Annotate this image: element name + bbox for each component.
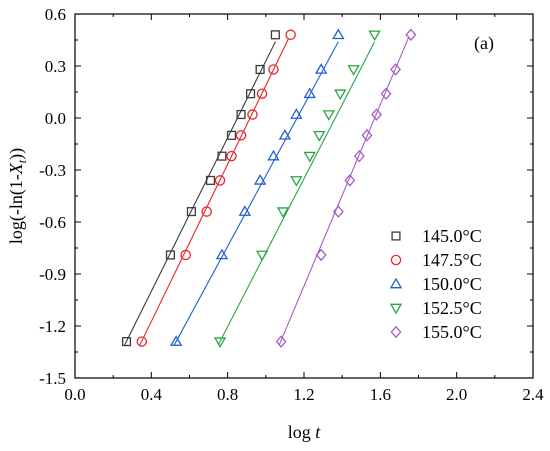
fit-line (217, 41, 376, 346)
data-point (405, 28, 417, 42)
y-tick-label: -1.2 (39, 317, 66, 336)
data-point (267, 149, 280, 161)
fit-line (124, 41, 276, 346)
axis-ticks: 0.0 0.4 0.8 1.2 1.6 2.0 2.4 -1.5 -1.2 -0.9 -0.6 -0.… (39, 5, 544, 404)
legend-marker (389, 303, 403, 315)
data-point (276, 207, 290, 218)
data-point (315, 248, 327, 262)
data-point (180, 249, 191, 261)
legend-label: 150.0°C (422, 274, 482, 294)
fit-line (139, 38, 290, 346)
x-tick-label: 0.4 (141, 385, 163, 404)
legend-label: 147.5°C (422, 250, 482, 270)
legend-marker (391, 231, 401, 241)
y-tick-label: 0.3 (45, 57, 66, 76)
x-tick-label: 1.6 (370, 385, 391, 404)
data-point (334, 89, 347, 101)
data-point (121, 337, 132, 347)
data-point (201, 206, 212, 217)
data-point (368, 30, 381, 42)
data-point (332, 28, 345, 40)
data-point (344, 174, 356, 187)
data-point (303, 151, 316, 163)
data-point (390, 63, 402, 76)
data-point (226, 130, 237, 140)
data-point (256, 88, 268, 99)
data-points (121, 28, 417, 348)
fit-line (173, 41, 339, 346)
data-point (238, 205, 252, 216)
legend-label: 152.5°C (422, 298, 482, 318)
data-point (213, 337, 227, 348)
data-point (165, 250, 175, 260)
y-tick-label: -0.9 (39, 265, 66, 284)
data-point (246, 89, 256, 99)
data-point (205, 175, 216, 185)
x-tick-label: 1.2 (293, 385, 314, 404)
x-tick-label: 2.4 (522, 385, 544, 404)
data-point (270, 30, 280, 40)
data-point (371, 108, 382, 121)
data-point (136, 336, 148, 347)
data-point (285, 29, 296, 41)
data-point (268, 64, 279, 75)
y-tick-label: 0.6 (45, 5, 66, 24)
data-point (353, 149, 365, 163)
data-point (255, 250, 269, 262)
x-axis-title: log t (288, 422, 322, 442)
data-point (290, 176, 303, 187)
x-tick-label: 0.0 (64, 385, 85, 404)
data-point (347, 65, 360, 76)
legend: 145.0°C 147.5°C 150.0°C 152.5°C 155.0°C (389, 226, 482, 342)
y-tick-label: -0.3 (39, 161, 66, 180)
legend-label: 145.0°C (422, 226, 482, 246)
data-point (290, 108, 303, 119)
data-point (235, 130, 247, 141)
x-tick-label: 0.8 (217, 385, 238, 404)
data-point (186, 207, 196, 217)
panel-label: (a) (474, 33, 494, 54)
data-point (361, 129, 373, 142)
data-point (380, 87, 392, 101)
data-point (253, 174, 267, 185)
y-axis-title: log(-ln(1-Xt)) (6, 148, 29, 244)
data-point (214, 175, 226, 186)
data-point (332, 205, 344, 218)
legend-marker (390, 254, 402, 266)
data-point (215, 248, 229, 260)
legend-label: 155.0°C (422, 322, 482, 342)
legend-marker (389, 277, 403, 289)
data-point (303, 87, 316, 99)
data-point (169, 335, 183, 346)
x-tick-label: 2.0 (446, 385, 467, 404)
data-point (226, 150, 237, 162)
y-tick-label: -1.5 (39, 369, 66, 388)
fit-lines (124, 36, 410, 346)
data-point (314, 63, 328, 74)
y-tick-label: -0.6 (39, 213, 66, 232)
data-point (217, 151, 227, 161)
data-point (236, 109, 246, 120)
fit-line (278, 36, 410, 346)
data-point (278, 128, 292, 140)
data-point (255, 64, 265, 75)
data-point (322, 110, 335, 121)
legend-marker (390, 325, 402, 339)
data-point (313, 131, 326, 142)
y-tick-label: 0.0 (45, 109, 66, 128)
data-point (247, 109, 258, 120)
data-point (275, 335, 287, 348)
